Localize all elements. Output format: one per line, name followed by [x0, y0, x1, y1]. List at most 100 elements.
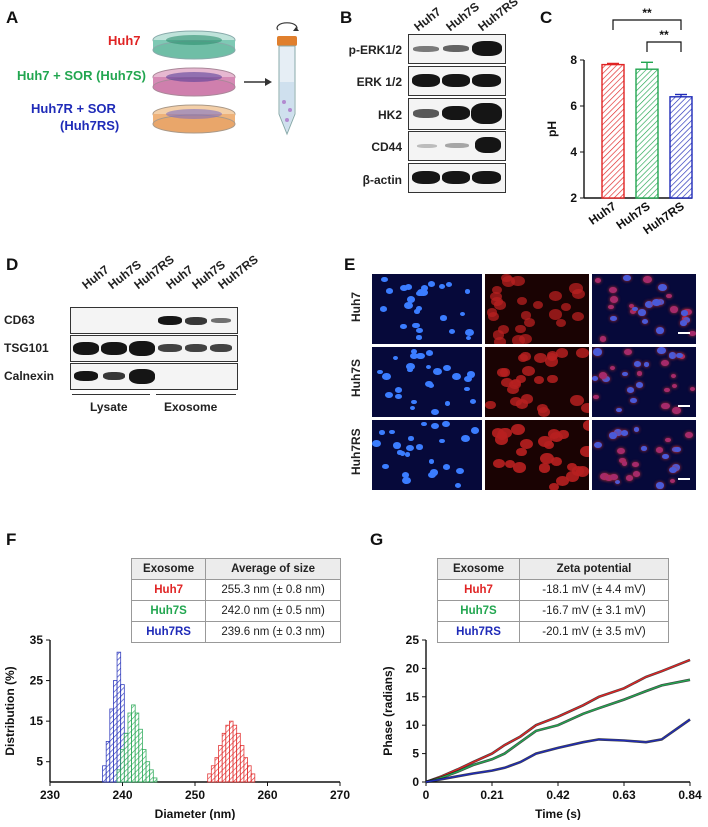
blot-b-lane-label: Huh7RS — [475, 0, 521, 35]
cell-nucleus — [546, 351, 558, 360]
cell-nucleus — [440, 315, 447, 321]
y-axis-label: pH — [545, 121, 559, 137]
blot-b-lane-label: Huh7S — [443, 0, 482, 34]
blot-d-row-calnexin — [70, 363, 238, 390]
micrograph-tile — [485, 347, 589, 417]
cell-nucleus — [518, 333, 532, 344]
histogram-bar — [232, 724, 238, 783]
band — [413, 109, 439, 118]
cell-nucleus — [377, 369, 384, 375]
table-row: Huh7S -16.7 mV (± 3.1 mV) — [436, 600, 669, 622]
cell-nucleus — [657, 283, 667, 292]
blot-d-row-label: Calnexin — [4, 369, 55, 383]
label-huh7s: Huh7 + SOR (Huh7S) — [17, 68, 146, 83]
cell-nucleus — [514, 324, 526, 334]
series-line — [425, 659, 691, 783]
cell-nucleus — [469, 399, 477, 405]
cell-nucleus — [461, 434, 471, 442]
blot-b-row-perk — [408, 34, 506, 64]
y-tick-label: 15 — [406, 690, 420, 704]
cell-nucleus — [550, 456, 563, 466]
cell-nucleus — [430, 408, 439, 416]
cell-nucleus — [623, 275, 631, 282]
histogram-bar — [145, 761, 151, 783]
micrograph-tile — [592, 420, 696, 490]
histogram-bar — [247, 765, 252, 783]
cell-nucleus — [500, 377, 513, 388]
culture-dishes-illustration — [152, 22, 299, 136]
cell-nucleus — [536, 404, 549, 414]
cell-nucleus — [613, 429, 623, 437]
band — [210, 344, 232, 352]
cell-nucleus — [497, 324, 510, 335]
zeta-table: Exosome Zeta potential Huh7 -18.1 mV (± 4.… — [436, 558, 669, 643]
cell-nucleus — [439, 438, 446, 444]
cell-nucleus — [409, 406, 416, 411]
cell-nucleus — [599, 336, 607, 342]
histogram-bar — [127, 712, 132, 783]
cell-nucleus — [643, 276, 653, 284]
table-row: Huh7RS -20.1 mV (± 3.5 mV) — [436, 621, 669, 643]
cell-nucleus — [493, 299, 507, 310]
cell-nucleus — [651, 299, 661, 307]
table-cell-name: Huh7RS — [130, 621, 207, 643]
lysate-bracket — [72, 394, 150, 395]
cell-nucleus — [454, 483, 462, 488]
label-huh7: Huh7 — [108, 33, 141, 48]
cell-nucleus — [626, 475, 634, 482]
cell-nucleus — [420, 285, 428, 292]
cell-nucleus — [493, 337, 506, 344]
cell-nucleus — [617, 448, 625, 455]
panel-letter-d: D — [6, 255, 19, 274]
cell-nucleus — [689, 386, 695, 391]
scale-bar — [678, 478, 690, 480]
y-tick-label: 0 — [412, 775, 419, 789]
cell-nucleus — [555, 318, 567, 328]
histogram-bar — [207, 773, 212, 783]
cell-nucleus — [636, 371, 643, 376]
size-distribution-chart: 5 15 25 35 230 240 250 260 270 Diameter (nm) Distr… — [3, 633, 350, 820]
cell-nucleus — [594, 442, 603, 449]
histogram-bar — [152, 777, 158, 783]
cell-nucleus — [490, 291, 503, 302]
band — [472, 171, 501, 184]
x-tick-label: 250 — [185, 788, 205, 802]
cell-nucleus — [511, 275, 526, 287]
table-cell-value: 242.0 nm (± 0.5 nm) — [205, 600, 341, 622]
table-cell-name: Huh7RS — [436, 621, 521, 643]
cell-nucleus — [632, 306, 639, 312]
band — [412, 74, 440, 87]
cell-nucleus — [643, 362, 650, 367]
x-tick-label: 0 — [423, 788, 430, 802]
x-tick-label: 0.42 — [546, 788, 570, 802]
cell-nucleus — [520, 394, 534, 405]
cell-nucleus — [464, 375, 473, 383]
micrograph-tile — [485, 274, 589, 344]
cell-nucleus — [676, 353, 683, 359]
x-axis-label: Time (s) — [535, 807, 581, 820]
cell-nucleus — [598, 372, 607, 379]
x-axis-label: Diameter (nm) — [155, 807, 236, 820]
micro-row-label: Huh7S — [349, 358, 363, 397]
y-tick-label: 35 — [30, 633, 44, 647]
histogram-bar — [225, 724, 230, 783]
table-cell-name: Huh7S — [436, 600, 521, 622]
cell-nucleus — [452, 373, 462, 381]
cell-nucleus — [548, 482, 560, 490]
micrograph-tile — [485, 420, 589, 490]
cell-nucleus — [566, 462, 578, 472]
cell-nucleus — [655, 327, 665, 335]
cell-nucleus — [407, 296, 416, 303]
blot-b-row-label: p-ERK1/2 — [348, 43, 402, 57]
cell-nucleus — [406, 362, 415, 370]
cell-nucleus — [546, 374, 558, 384]
cell-nucleus — [684, 431, 693, 438]
cell-nucleus — [657, 347, 666, 355]
cell-nucleus — [510, 397, 522, 407]
cell-nucleus — [534, 352, 547, 364]
panel-letter-g: G — [370, 530, 384, 549]
bar — [601, 63, 625, 199]
cell-nucleus — [442, 420, 451, 428]
cell-nucleus — [640, 446, 647, 451]
cell-nucleus — [392, 442, 401, 449]
